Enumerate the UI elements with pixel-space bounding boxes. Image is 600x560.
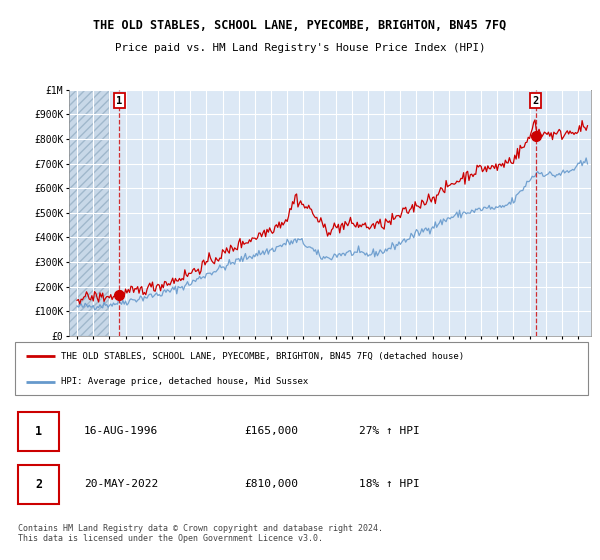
Bar xyxy=(69,90,109,336)
FancyBboxPatch shape xyxy=(15,342,588,395)
Text: 18% ↑ HPI: 18% ↑ HPI xyxy=(359,479,419,489)
Text: 1: 1 xyxy=(35,425,42,438)
FancyBboxPatch shape xyxy=(18,465,59,504)
Text: £810,000: £810,000 xyxy=(244,479,298,489)
Text: 16-AUG-1996: 16-AUG-1996 xyxy=(84,426,158,436)
Text: 1: 1 xyxy=(116,96,122,106)
Text: £165,000: £165,000 xyxy=(244,426,298,436)
Text: 20-MAY-2022: 20-MAY-2022 xyxy=(84,479,158,489)
Text: Contains HM Land Registry data © Crown copyright and database right 2024.
This d: Contains HM Land Registry data © Crown c… xyxy=(18,524,383,543)
Bar xyxy=(69,90,109,336)
Text: 2: 2 xyxy=(35,478,42,491)
Text: THE OLD STABLES, SCHOOL LANE, PYECOMBE, BRIGHTON, BN45 7FQ: THE OLD STABLES, SCHOOL LANE, PYECOMBE, … xyxy=(94,18,506,32)
Text: Price paid vs. HM Land Registry's House Price Index (HPI): Price paid vs. HM Land Registry's House … xyxy=(115,43,485,53)
FancyBboxPatch shape xyxy=(18,412,59,451)
Text: THE OLD STABLES, SCHOOL LANE, PYECOMBE, BRIGHTON, BN45 7FQ (detached house): THE OLD STABLES, SCHOOL LANE, PYECOMBE, … xyxy=(61,352,464,361)
Text: HPI: Average price, detached house, Mid Sussex: HPI: Average price, detached house, Mid … xyxy=(61,377,308,386)
Text: 2: 2 xyxy=(533,96,539,106)
Text: 27% ↑ HPI: 27% ↑ HPI xyxy=(359,426,419,436)
